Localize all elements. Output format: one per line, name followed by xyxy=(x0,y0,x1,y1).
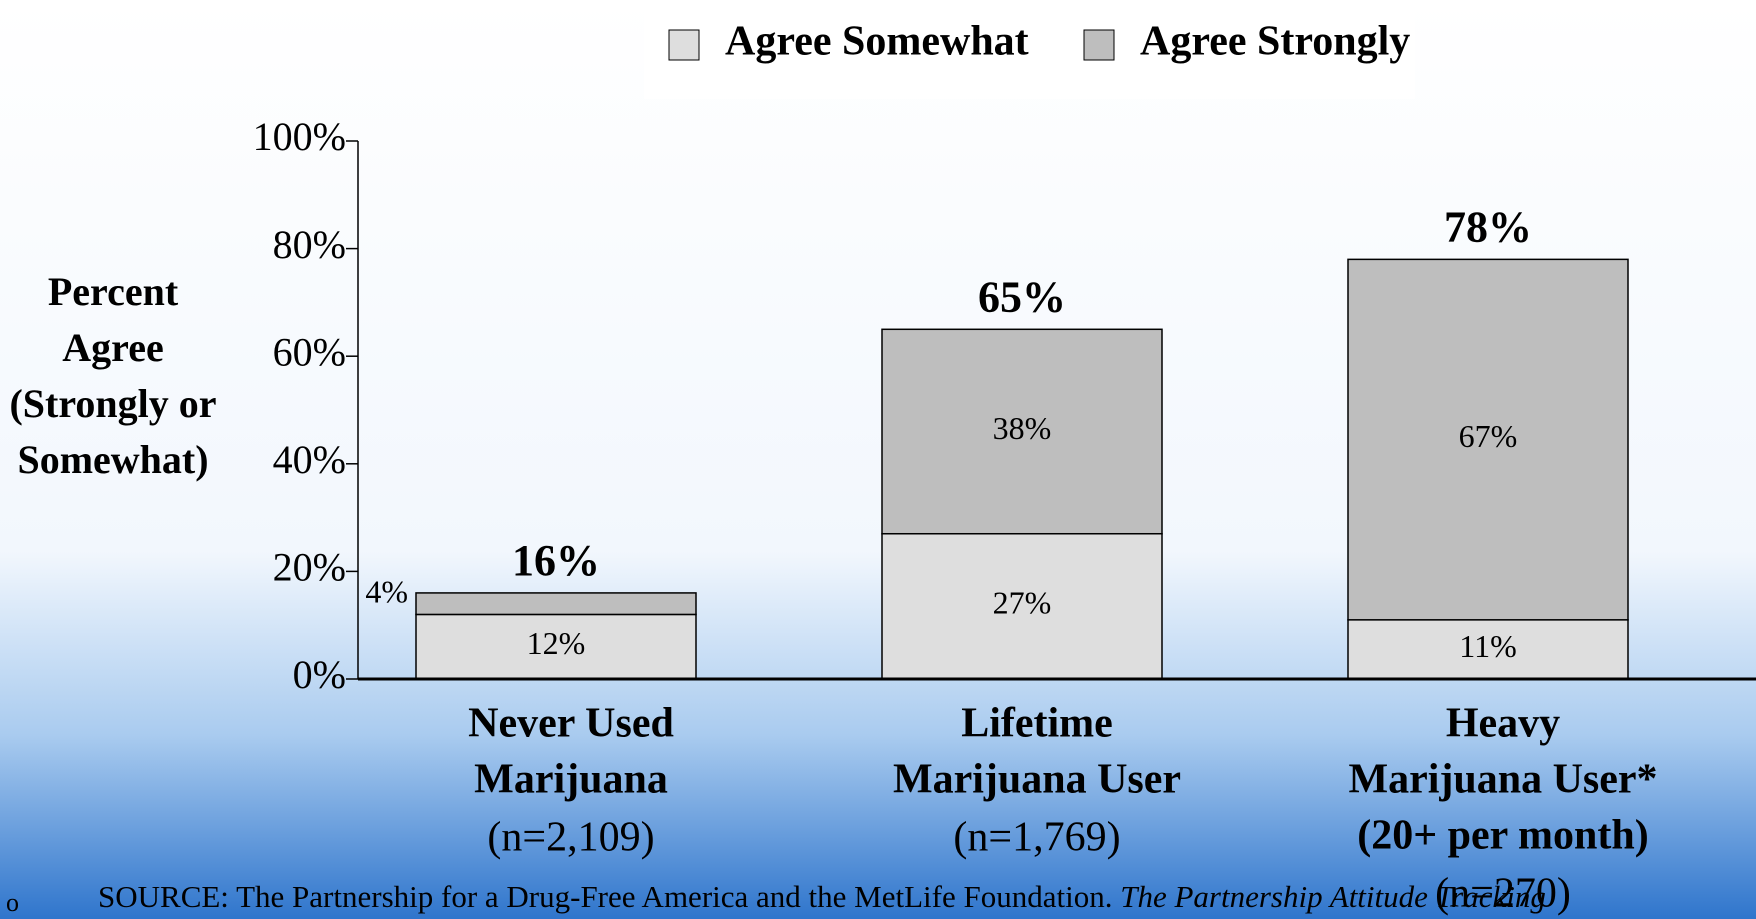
x-tick-label: Marijuana User xyxy=(893,757,1181,803)
total-label: 78% xyxy=(1444,202,1532,251)
legend-label: Agree Somewhat xyxy=(725,19,1029,65)
bullet: o xyxy=(6,888,19,917)
bar-segment xyxy=(881,328,1163,535)
value-label: 27% xyxy=(993,585,1052,621)
y-axis-label: Somewhat) xyxy=(17,437,208,482)
y-tick-label: 20% xyxy=(273,545,346,590)
y-tick-label: 100% xyxy=(253,114,346,159)
legend-box xyxy=(644,2,1415,99)
value-label: 11% xyxy=(1459,628,1516,664)
value-label: 12% xyxy=(527,625,586,661)
x-tick-label: Marijuana xyxy=(474,757,668,803)
y-tick-label: 80% xyxy=(273,222,346,267)
y-tick-label: 0% xyxy=(293,652,346,697)
x-tick-label: Marijuana User* xyxy=(1348,757,1657,803)
total-label: 65% xyxy=(978,272,1066,321)
source-title: The Partnership Attitude Tracking xyxy=(1120,879,1546,914)
legend-swatch xyxy=(668,29,700,61)
x-tick-label: Lifetime xyxy=(961,701,1113,747)
y-axis-label: Percent xyxy=(48,269,179,314)
value-label: 38% xyxy=(993,410,1052,446)
y-axis-label: (Strongly or xyxy=(9,381,216,426)
x-tick-label: (20+ per month) xyxy=(1357,813,1648,859)
x-tick-label: Never Used xyxy=(468,701,674,747)
sample-size: (n=270) xyxy=(1435,871,1571,917)
x-tick-label: Heavy xyxy=(1446,701,1560,747)
bar-segment xyxy=(1347,619,1629,680)
legend-swatch xyxy=(1083,29,1115,61)
y-axis-label: Agree xyxy=(62,325,163,370)
value-label: 67% xyxy=(1459,418,1518,454)
bar-segment xyxy=(415,592,697,616)
bar-segment xyxy=(1347,258,1629,621)
sample-size: (n=1,769) xyxy=(953,815,1120,861)
sample-size: (n=2,109) xyxy=(487,815,654,861)
legend-label: Agree Strongly xyxy=(1140,19,1410,65)
source: SOURCE: The Partnership for a Drug-Free … xyxy=(98,879,1546,914)
total-label: 16% xyxy=(512,536,600,585)
y-tick-label: 40% xyxy=(273,437,346,482)
y-tick-label: 60% xyxy=(273,329,346,374)
value-label: 4% xyxy=(365,573,408,609)
source-text: SOURCE: The Partnership for a Drug-Free … xyxy=(98,879,1112,914)
